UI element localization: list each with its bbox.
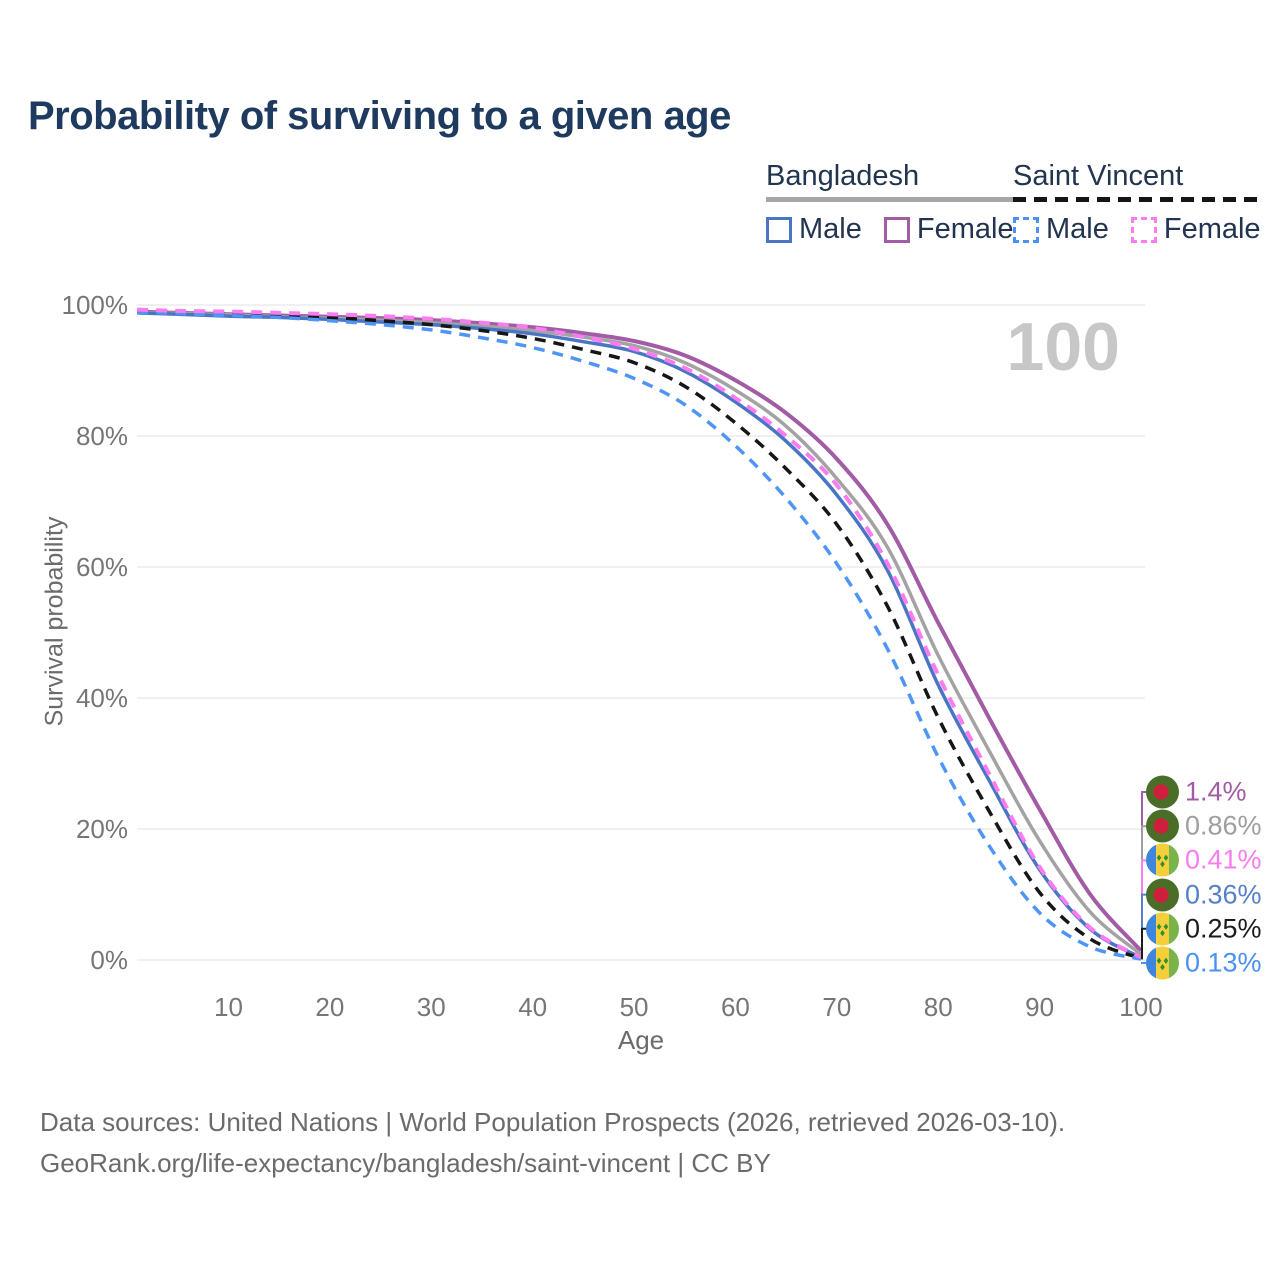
series-line-bd_male: [137, 311, 1142, 960]
y-tick-label: 60%: [76, 552, 128, 582]
legend-checkbox-saint-vincent-male[interactable]: [1013, 216, 1039, 243]
bangladesh-flag: [1146, 775, 1179, 809]
saint-vincent-flag-icon: [1146, 946, 1179, 980]
legend-item-bangladesh-female[interactable]: Female: [883, 213, 1014, 246]
y-tick-label: 0%: [90, 945, 128, 975]
end-label-row-sv_female: 0.41%: [1146, 843, 1262, 877]
legend-group-saint-vincent: Saint Vincent Male Female: [1013, 160, 1261, 246]
bangladesh-flag: [1146, 878, 1179, 912]
legend-line-sample-dashed: [1013, 197, 1261, 202]
legend-item-saint-vincent-male[interactable]: Male: [1013, 213, 1109, 246]
legend-country-saint-vincent[interactable]: Saint Vincent: [1013, 160, 1184, 192]
legend-group-bangladesh: Bangladesh Male Female: [766, 160, 1014, 246]
y-tick-label: 40%: [76, 683, 128, 713]
x-axis-title: Age: [618, 1025, 664, 1055]
end-value-label: 1.4%: [1185, 776, 1247, 807]
saint-vincent-flag: [1146, 843, 1179, 877]
end-label-row-bd_male: 0.36%: [1146, 878, 1262, 912]
legend-checkbox-saint-vincent-female[interactable]: [1130, 216, 1157, 243]
x-tick-label: 30: [417, 992, 446, 1022]
series-line-bd_total: [137, 310, 1143, 956]
legend-checkbox-bangladesh-male[interactable]: [766, 216, 792, 243]
y-tick-label: 80%: [76, 421, 128, 451]
bangladesh-flag: [1146, 809, 1179, 843]
end-label-connector-sv_total: [1141, 927, 1148, 960]
x-tick-label: 10: [214, 992, 243, 1022]
legend-line-sample-solid: [766, 197, 1014, 202]
y-axis-title: Survival probability: [40, 516, 69, 727]
saint-vincent-flag-icon: [1146, 912, 1179, 946]
x-tick-label: 80: [924, 992, 953, 1022]
legend-label-saint-vincent-male: Male: [1046, 213, 1109, 245]
bangladesh-flag-icon: [1146, 878, 1179, 912]
x-tick-label: 70: [822, 992, 851, 1022]
watermark-age-100: 100: [1007, 309, 1120, 385]
end-value-label: 0.13%: [1185, 947, 1262, 978]
y-tick-label: 20%: [76, 814, 128, 844]
end-value-label: 0.25%: [1185, 913, 1262, 944]
x-tick-label: 90: [1025, 992, 1054, 1022]
legend-item-saint-vincent-female[interactable]: Female: [1130, 213, 1261, 246]
x-tick-label: 60: [721, 992, 750, 1022]
saint-vincent-flag-icon: [1146, 843, 1179, 877]
saint-vincent-flag: [1146, 946, 1179, 980]
end-value-label: 0.41%: [1185, 844, 1262, 875]
legend-label-saint-vincent-female: Female: [1163, 213, 1261, 245]
legend-label-bangladesh-female: Female: [916, 213, 1014, 245]
data-sources-note: Data sources: United Nations | World Pop…: [40, 1102, 1065, 1184]
series-line-sv_male: [137, 310, 1142, 961]
end-value-label: 0.36%: [1185, 879, 1262, 910]
page-title: Probability of surviving to a given age: [28, 94, 731, 138]
x-tick-label: 40: [518, 992, 547, 1022]
attribution-link[interactable]: GeoRank.org/life-expectancy/bangladesh/s…: [40, 1148, 771, 1178]
end-label-row-bd_female: 1.4%: [1146, 775, 1247, 809]
legend-item-bangladesh-male[interactable]: Male: [766, 213, 862, 246]
y-tick-label: 100%: [62, 290, 129, 320]
end-value-label: 0.86%: [1185, 810, 1262, 841]
end-label-row-sv_total: 0.25%: [1146, 912, 1262, 946]
bangladesh-flag-icon: [1146, 775, 1179, 809]
end-label-row-sv_male: 0.13%: [1146, 946, 1262, 980]
legend-country-bangladesh[interactable]: Bangladesh: [766, 160, 920, 192]
legend-label-bangladesh-male: Male: [799, 213, 862, 245]
x-tick-label: 100: [1119, 992, 1162, 1022]
series-line-sv_female: [137, 307, 1143, 960]
saint-vincent-flag: [1146, 912, 1179, 946]
series-line-sv_total: [137, 309, 1142, 961]
data-sources-line: Data sources: United Nations | World Pop…: [40, 1107, 1066, 1137]
series-line-bd_female: [137, 309, 1143, 953]
x-tick-label: 20: [315, 992, 344, 1022]
bangladesh-flag-icon: [1146, 809, 1179, 843]
x-tick-label: 50: [620, 992, 649, 1022]
end-label-row-bd_total: 0.86%: [1146, 809, 1262, 843]
legend-checkbox-bangladesh-female[interactable]: [883, 216, 910, 243]
